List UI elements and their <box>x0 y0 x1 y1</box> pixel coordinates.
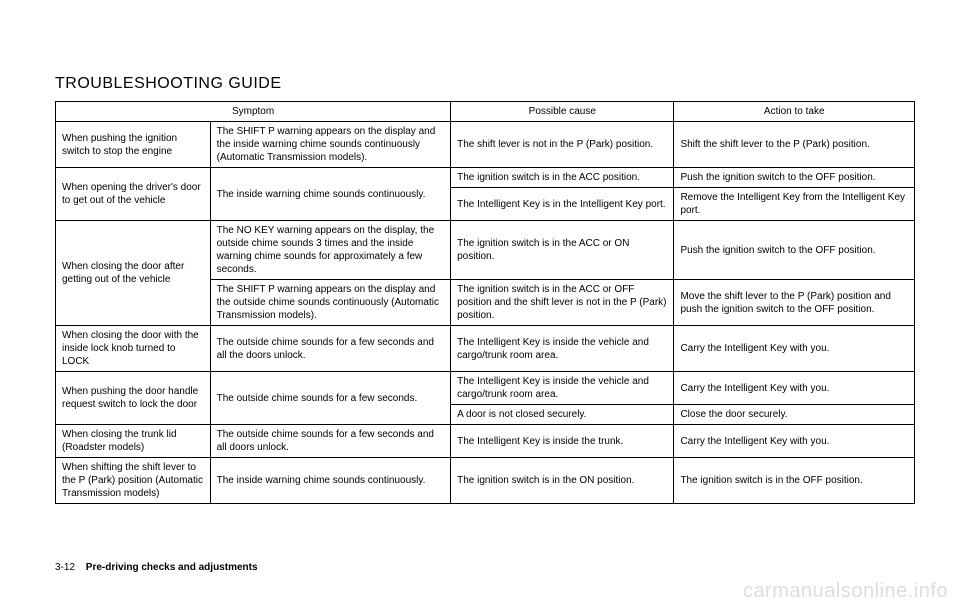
cell-symptom2: The SHIFT P warning appears on the displ… <box>210 122 451 168</box>
cell-cause: The ignition switch is in the ACC or OFF… <box>451 280 674 326</box>
cell-symptom1: When pushing the ignition switch to stop… <box>56 122 211 168</box>
cell-action: Carry the Intelligent Key with you. <box>674 326 915 372</box>
table-row: When opening the driver's door to get ou… <box>56 168 915 188</box>
header-action: Action to take <box>674 102 915 122</box>
cell-cause: The Intelligent Key is inside the vehicl… <box>451 372 674 405</box>
cell-cause: The Intelligent Key is in the Intelligen… <box>451 188 674 221</box>
cell-symptom2: The inside warning chime sounds continuo… <box>210 168 451 221</box>
header-symptom: Symptom <box>56 102 451 122</box>
cell-cause: The Intelligent Key is inside the vehicl… <box>451 326 674 372</box>
table-header-row: Symptom Possible cause Action to take <box>56 102 915 122</box>
cell-symptom2: The SHIFT P warning appears on the displ… <box>210 280 451 326</box>
table-row: When pushing the door handle request swi… <box>56 372 915 405</box>
cell-symptom1: When closing the door after getting out … <box>56 221 211 326</box>
cell-action: Carry the Intelligent Key with you. <box>674 372 915 405</box>
cell-action: The ignition switch is in the OFF positi… <box>674 458 915 504</box>
cell-symptom2: The outside chime sounds for a few secon… <box>210 372 451 425</box>
cell-cause: The ignition switch is in the ACC or ON … <box>451 221 674 280</box>
cell-symptom1: When closing the door with the inside lo… <box>56 326 211 372</box>
cell-action: Close the door securely. <box>674 405 915 425</box>
table-row: When shifting the shift lever to the P (… <box>56 458 915 504</box>
cell-cause: The Intelligent Key is inside the trunk. <box>451 425 674 458</box>
table-row: When pushing the ignition switch to stop… <box>56 122 915 168</box>
cell-symptom2: The NO KEY warning appears on the displa… <box>210 221 451 280</box>
table-row: When closing the door with the inside lo… <box>56 326 915 372</box>
cell-action: Remove the Intelligent Key from the Inte… <box>674 188 915 221</box>
cell-cause: The shift lever is not in the P (Park) p… <box>451 122 674 168</box>
cell-symptom1: When closing the trunk lid (Roadster mod… <box>56 425 211 458</box>
cell-symptom2: The outside chime sounds for a few secon… <box>210 326 451 372</box>
table-row: When closing the trunk lid (Roadster mod… <box>56 425 915 458</box>
page-footer: 3-12 Pre-driving checks and adjustments <box>55 562 258 573</box>
cell-action: Push the ignition switch to the OFF posi… <box>674 168 915 188</box>
troubleshooting-table: Symptom Possible cause Action to take Wh… <box>55 101 915 504</box>
cell-symptom1: When opening the driver's door to get ou… <box>56 168 211 221</box>
cell-symptom2: The inside warning chime sounds continuo… <box>210 458 451 504</box>
page-title: TROUBLESHOOTING GUIDE <box>55 75 915 93</box>
cell-cause: The ignition switch is in the ACC positi… <box>451 168 674 188</box>
cell-cause: A door is not closed securely. <box>451 405 674 425</box>
cell-cause: The ignition switch is in the ON positio… <box>451 458 674 504</box>
cell-action: Move the shift lever to the P (Park) pos… <box>674 280 915 326</box>
watermark: carmanualsonline.info <box>743 580 948 603</box>
page-number: 3-12 <box>55 562 75 573</box>
cell-action: Shift the shift lever to the P (Park) po… <box>674 122 915 168</box>
table-row: When closing the door after getting out … <box>56 221 915 280</box>
cell-symptom2: The outside chime sounds for a few secon… <box>210 425 451 458</box>
cell-symptom1: When shifting the shift lever to the P (… <box>56 458 211 504</box>
cell-symptom1: When pushing the door handle request swi… <box>56 372 211 425</box>
header-cause: Possible cause <box>451 102 674 122</box>
cell-action: Carry the Intelligent Key with you. <box>674 425 915 458</box>
cell-action: Push the ignition switch to the OFF posi… <box>674 221 915 280</box>
section-name: Pre-driving checks and adjustments <box>86 562 258 573</box>
